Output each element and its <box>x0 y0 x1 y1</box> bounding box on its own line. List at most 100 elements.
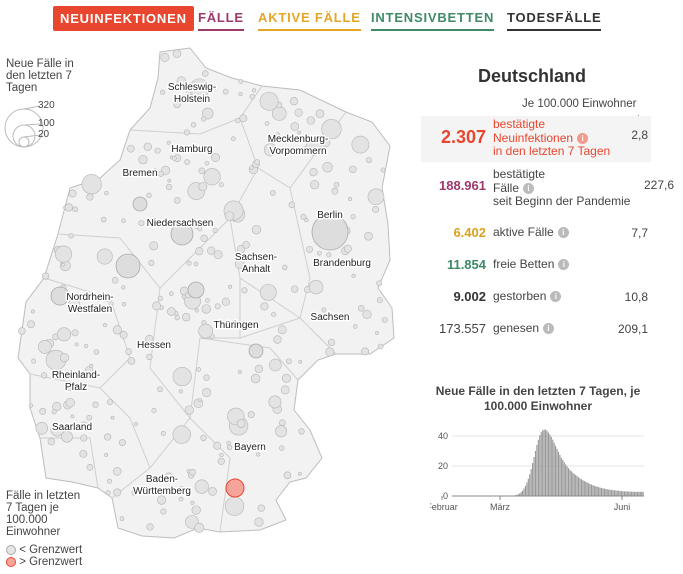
district-dot[interactable] <box>236 245 246 254</box>
district-dot[interactable] <box>106 478 113 484</box>
district-dot[interactable] <box>376 297 383 304</box>
district-dot[interactable] <box>121 302 127 307</box>
district-dot[interactable] <box>211 153 220 162</box>
district-dot[interactable] <box>189 468 196 476</box>
district-dot[interactable] <box>189 78 210 99</box>
district-dot[interactable] <box>68 298 81 311</box>
district-dot[interactable] <box>111 277 119 284</box>
district-dot[interactable] <box>254 159 260 165</box>
district-dot[interactable] <box>331 187 339 195</box>
district-dot[interactable] <box>282 264 288 271</box>
district-dot[interactable] <box>248 343 264 359</box>
district-dot[interactable] <box>80 434 88 442</box>
district-dot[interactable] <box>322 162 333 173</box>
district-dot[interactable] <box>47 437 56 446</box>
district-dot[interactable] <box>224 496 245 516</box>
district-dot[interactable] <box>55 245 73 263</box>
district-dot[interactable] <box>64 203 73 212</box>
district-dot[interactable] <box>327 338 336 347</box>
district-dot[interactable] <box>375 331 379 335</box>
district-dot[interactable] <box>311 213 349 251</box>
district-dot[interactable] <box>146 523 154 531</box>
district-dot[interactable] <box>143 142 152 151</box>
district-dot[interactable] <box>250 373 261 384</box>
district-dot[interactable] <box>154 147 161 154</box>
district-dot[interactable] <box>132 196 148 212</box>
district-dot[interactable] <box>269 358 282 372</box>
district-dot[interactable] <box>166 140 171 145</box>
district-dot[interactable] <box>146 353 153 361</box>
district-dot[interactable] <box>203 374 210 381</box>
district-dot[interactable] <box>353 324 358 329</box>
district-dot[interactable] <box>256 452 261 457</box>
district-dot[interactable] <box>364 231 373 241</box>
district-dot[interactable] <box>173 100 181 109</box>
district-dot[interactable] <box>102 293 112 302</box>
district-dot[interactable] <box>238 92 243 97</box>
district-dot[interactable] <box>121 218 126 224</box>
district-dot[interactable] <box>321 307 327 313</box>
district-dot[interactable] <box>275 132 280 137</box>
district-dot[interactable] <box>224 211 235 221</box>
district-dot[interactable] <box>249 165 254 170</box>
district-dot[interactable] <box>195 247 204 256</box>
district-dot[interactable] <box>251 88 257 93</box>
district-dot[interactable] <box>271 311 277 317</box>
district-dot[interactable] <box>74 342 79 347</box>
district-dot[interactable] <box>222 88 229 95</box>
district-dot[interactable] <box>183 129 190 136</box>
tab-faelle[interactable]: FÄLLE <box>198 8 244 31</box>
district-dot[interactable] <box>214 303 221 310</box>
district-dot[interactable] <box>298 359 303 364</box>
district-dot[interactable] <box>201 107 214 120</box>
district-dot[interactable] <box>176 76 186 86</box>
district-dot[interactable] <box>259 284 277 301</box>
district-dot[interactable] <box>285 358 292 365</box>
district-dot[interactable] <box>231 136 236 142</box>
info-icon[interactable]: i <box>523 182 535 194</box>
district-dot[interactable] <box>290 285 299 293</box>
district-dot[interactable] <box>190 121 197 128</box>
district-dot[interactable] <box>198 323 214 339</box>
district-dot[interactable] <box>238 79 244 84</box>
district-dot[interactable] <box>86 414 93 421</box>
district-dot[interactable] <box>264 121 270 126</box>
district-dot[interactable] <box>277 325 287 335</box>
district-dot[interactable] <box>381 316 388 323</box>
district-dot[interactable] <box>239 114 248 123</box>
district-dot[interactable] <box>357 305 365 312</box>
district-dot[interactable] <box>362 309 372 319</box>
district-dot[interactable] <box>68 233 74 239</box>
district-dot[interactable] <box>298 428 305 435</box>
district-dot[interactable] <box>218 182 224 188</box>
district-dot[interactable] <box>152 168 158 174</box>
district-dot[interactable] <box>88 363 94 369</box>
district-dot[interactable] <box>112 467 122 476</box>
district-dot[interactable] <box>173 197 181 204</box>
district-dot[interactable] <box>201 70 209 77</box>
district-dot[interactable] <box>182 313 191 322</box>
district-dot[interactable] <box>115 253 141 279</box>
district-dot[interactable] <box>160 52 170 62</box>
district-dot[interactable] <box>198 167 206 175</box>
district-dot[interactable] <box>325 347 335 357</box>
district-dot[interactable] <box>219 452 224 458</box>
district-dot[interactable] <box>57 327 72 342</box>
district-dot[interactable] <box>65 398 75 408</box>
info-icon[interactable]: i <box>558 259 570 271</box>
district-dot[interactable] <box>221 297 230 306</box>
district-dot[interactable] <box>305 139 322 156</box>
district-dot[interactable] <box>174 315 180 321</box>
info-icon[interactable]: i <box>557 227 569 239</box>
district-dot[interactable] <box>39 407 47 415</box>
district-dot[interactable] <box>165 183 173 191</box>
district-dot[interactable] <box>93 304 97 309</box>
district-dot[interactable] <box>167 178 172 183</box>
district-dot[interactable] <box>178 389 183 394</box>
district-dot[interactable] <box>51 409 57 415</box>
district-dot[interactable] <box>236 419 246 428</box>
district-dot[interactable] <box>149 241 159 251</box>
district-dot[interactable] <box>157 295 163 301</box>
district-dot[interactable] <box>377 343 384 350</box>
district-dot[interactable] <box>194 224 199 230</box>
